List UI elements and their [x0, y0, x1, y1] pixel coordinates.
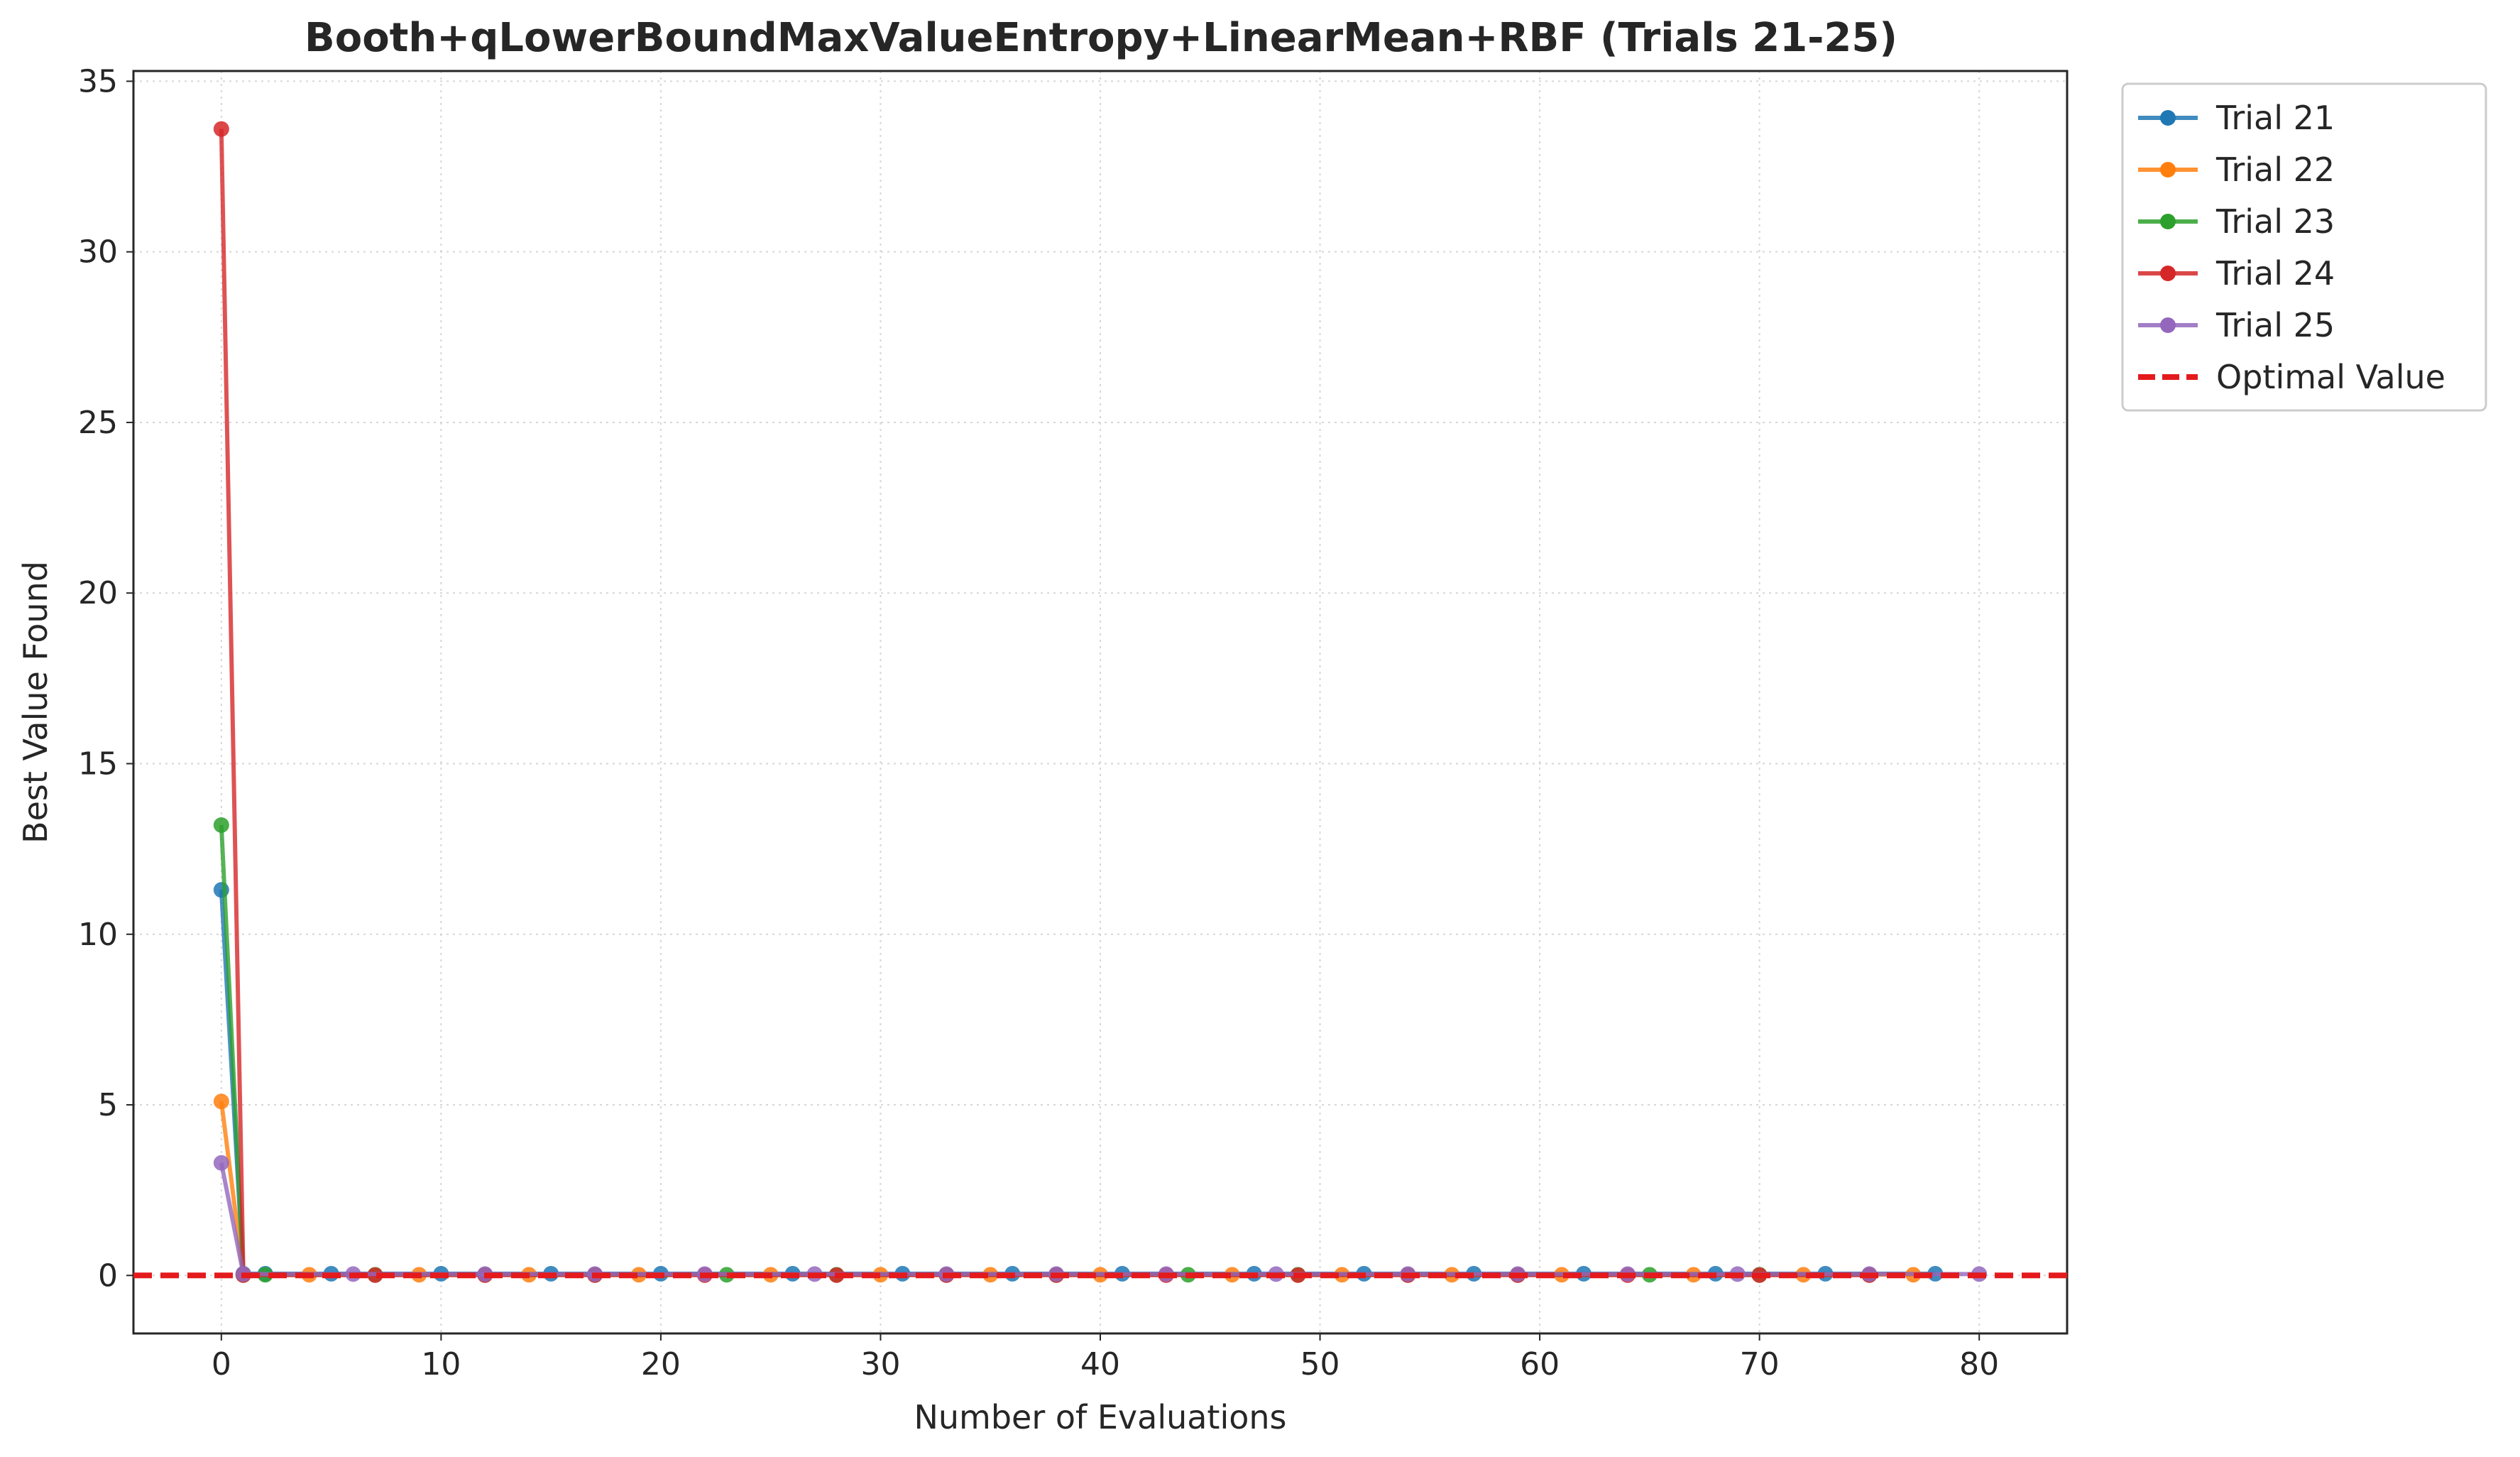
legend-label: Trial 23	[2215, 202, 2335, 241]
x-tick-label: 30	[860, 1346, 900, 1382]
legend-label: Optimal Value	[2216, 358, 2445, 396]
x-tick-label: 10	[421, 1346, 461, 1382]
y-tick-label: 5	[98, 1087, 118, 1123]
y-tick-label: 10	[78, 917, 118, 953]
legend-entry: Trial 24	[2138, 254, 2335, 293]
y-tick-label: 25	[78, 405, 118, 441]
data-point	[213, 1093, 229, 1110]
data-point	[213, 121, 229, 137]
legend-entry: Optimal Value	[2138, 358, 2445, 396]
legend-label: Trial 24	[2215, 254, 2335, 293]
legend-swatch-marker	[2160, 110, 2176, 126]
legend-label: Trial 25	[2215, 306, 2335, 344]
chart-title: Booth+qLowerBoundMaxValueEntropy+LinearM…	[305, 15, 1897, 61]
x-tick-label: 0	[212, 1346, 231, 1382]
y-tick-label: 30	[78, 234, 118, 271]
x-tick-label: 40	[1080, 1346, 1120, 1382]
legend: Trial 21 Trial 22 Trial 23 Trial 24 Trial 25…	[2121, 82, 2487, 412]
legend-entry: Trial 25	[2138, 306, 2335, 344]
data-point	[213, 1155, 229, 1171]
y-tick-label: 15	[78, 746, 118, 782]
legend-entry: Trial 22	[2138, 151, 2335, 189]
y-tick-label: 35	[78, 63, 118, 99]
legend-swatch-marker	[2160, 214, 2176, 229]
x-tick-label: 50	[1300, 1346, 1340, 1382]
legend-entry: Trial 21	[2138, 99, 2335, 137]
y-axis-label: Best Value Found	[16, 561, 55, 844]
legend-swatch-marker	[2160, 317, 2176, 333]
legend-swatch-marker	[2160, 162, 2176, 178]
legend-box	[2121, 82, 2487, 412]
legend-label: Trial 21	[2215, 99, 2335, 137]
legend-swatch-marker	[2160, 266, 2176, 281]
x-tick-label: 70	[1740, 1346, 1780, 1382]
legend-entry: Trial 23	[2138, 202, 2335, 241]
y-tick-label: 20	[78, 575, 118, 611]
x-tick-label: 80	[1959, 1346, 1999, 1382]
x-tick-label: 20	[641, 1346, 681, 1382]
y-tick-label: 0	[98, 1257, 118, 1294]
data-point	[213, 817, 229, 833]
x-tick-label: 60	[1520, 1346, 1560, 1382]
legend-label: Trial 22	[2215, 151, 2335, 189]
x-axis-label: Number of Evaluations	[914, 1398, 1286, 1436]
ticks: 0 10 20 30 40 50 60 70 80 0 5 10 15 20 25 30 35	[78, 63, 1999, 1382]
